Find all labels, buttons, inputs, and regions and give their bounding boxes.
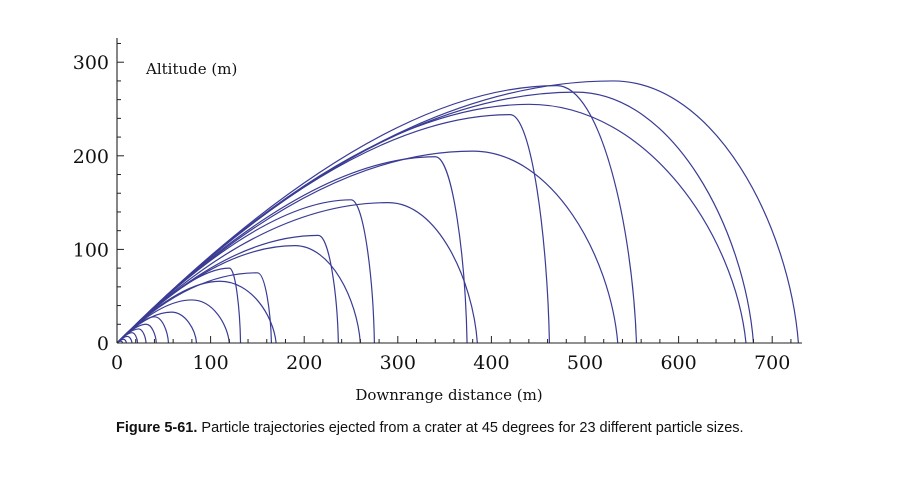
trajectory-chart: 0 100 200 300 400 500 600 700 0 100 200 300 Altitud… — [73, 38, 802, 404]
y-tick-label: 100 — [73, 239, 109, 261]
y-tick-label: 0 — [97, 333, 109, 355]
x-tick-label: 300 — [380, 352, 416, 374]
figure-caption: Figure 5-61. Particle trajectories eject… — [116, 420, 886, 436]
caption-label: Figure 5-61. — [116, 420, 198, 436]
y-axis-title: Altitude (m) — [145, 60, 237, 78]
trajectory-line — [116, 91, 755, 344]
x-tick-label: 200 — [286, 352, 322, 374]
trajectory-line — [116, 156, 468, 344]
axes — [116, 38, 802, 344]
trajectory-line — [116, 114, 551, 344]
trajectory-line — [116, 245, 361, 344]
trajectory-line — [116, 272, 273, 344]
y-tick-label: 300 — [73, 52, 109, 74]
trajectory-line — [116, 84, 638, 344]
x-tick-label: 0 — [111, 352, 123, 374]
trajectory-line — [116, 201, 478, 344]
x-tick-label: 500 — [567, 352, 603, 374]
caption-text: Particle trajectories ejected from a cra… — [197, 420, 744, 436]
x-tick-label: 400 — [473, 352, 509, 374]
trajectory-line — [116, 150, 619, 344]
x-tick-label: 700 — [754, 352, 790, 374]
trajectory-line — [116, 299, 230, 344]
x-tick-label: 600 — [660, 352, 696, 374]
x-tick-label: 100 — [192, 352, 228, 374]
trajectory-line — [116, 280, 277, 344]
ticks: 0 100 200 300 400 500 600 700 0 100 200 300 — [73, 42, 792, 374]
plot-area — [116, 80, 800, 344]
y-tick-label: 200 — [73, 146, 109, 168]
x-axis-title: Downrange distance (m) — [355, 386, 542, 404]
trajectory-line — [116, 267, 242, 344]
